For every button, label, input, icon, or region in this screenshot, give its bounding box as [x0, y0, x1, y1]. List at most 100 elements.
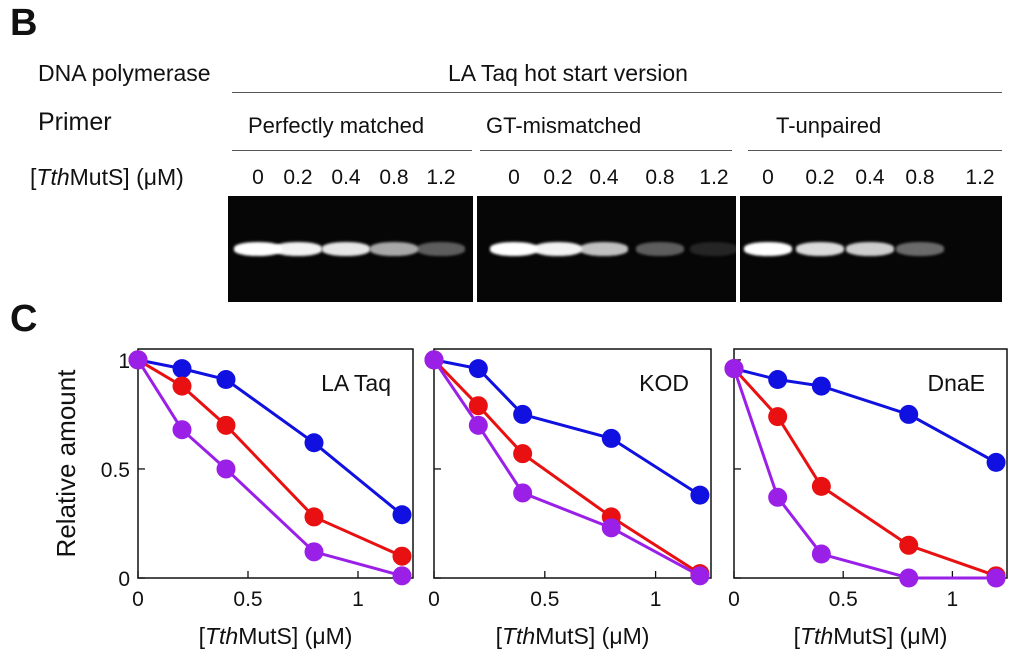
data-point: [392, 546, 412, 566]
polymerase-name: LA Taq hot start version: [448, 60, 688, 86]
data-point: [172, 359, 192, 379]
panel-c-letter: C: [10, 298, 38, 340]
data-point: [424, 350, 444, 370]
data-point: [690, 485, 710, 505]
group-underline-t: [748, 150, 1002, 151]
row-label-primer: Primer: [38, 108, 112, 136]
data-point: [768, 487, 788, 507]
row-label-polymerase: DNA polymerase: [38, 60, 211, 86]
concentration-label: 0.2: [543, 166, 573, 189]
x-tick-label: 1: [650, 588, 662, 611]
concentration-label: 0: [252, 166, 264, 189]
plot-frame: [137, 348, 414, 579]
data-point: [811, 476, 831, 496]
concentration-label: 1.2: [965, 166, 995, 189]
x-tick-label: 0: [728, 588, 740, 611]
data-point: [304, 433, 324, 453]
gel-band: [417, 242, 465, 256]
gel-band: [322, 242, 370, 256]
data-point: [601, 518, 621, 538]
data-point: [216, 415, 236, 435]
concentration-label: 0.4: [331, 166, 361, 189]
gel-band: [636, 242, 684, 256]
data-point: [986, 452, 1006, 472]
concentration-label: 0: [508, 166, 520, 189]
group-underline-perfect: [232, 150, 472, 151]
data-point: [768, 407, 788, 427]
data-point: [304, 507, 324, 527]
y-tick-label: 0.5: [101, 459, 130, 482]
x-tick-label: 0.5: [829, 588, 858, 611]
data-point: [513, 444, 533, 464]
concentration-label: 0.8: [905, 166, 935, 189]
row-label-concentration: [TthMutS] (μM): [30, 164, 184, 190]
gel-band: [580, 242, 628, 256]
plot-frame: [433, 348, 712, 579]
x-tick-label: 0: [428, 588, 440, 611]
x-tick-label: 1: [352, 588, 364, 611]
panel-b-letter: B: [10, 2, 38, 44]
gel-band: [690, 242, 738, 256]
x-tick-label: 1: [947, 588, 959, 611]
data-point: [304, 542, 324, 562]
data-point: [513, 483, 533, 503]
x-axis-label: [TthMutS] (μM): [794, 623, 948, 649]
data-point: [172, 376, 192, 396]
data-point: [601, 428, 621, 448]
group-label-gt-mismatched: GT-mismatched: [486, 113, 642, 138]
data-point: [986, 568, 1006, 588]
concentration-label: 0.4: [589, 166, 619, 189]
gel-band: [896, 242, 944, 256]
gel-band: [534, 242, 582, 256]
data-point: [216, 370, 236, 390]
concentration-label: 0.2: [283, 166, 313, 189]
concentration-label: 0.8: [379, 166, 409, 189]
data-point: [768, 370, 788, 390]
data-point: [468, 415, 488, 435]
group-underline-gt: [480, 150, 732, 151]
gel-band: [796, 242, 844, 256]
data-point: [468, 359, 488, 379]
x-axis-label: [TthMutS] (μM): [199, 623, 353, 649]
concentration-label: 0.2: [805, 166, 835, 189]
gel-band: [846, 242, 894, 256]
plot-frame: [733, 348, 1008, 579]
data-point: [468, 396, 488, 416]
chart-title: KOD: [639, 370, 689, 396]
chart-title: LA Taq: [321, 370, 391, 396]
data-point: [216, 459, 236, 479]
group-label-t-unpaired: T-unpaired: [776, 113, 882, 138]
data-point: [811, 544, 831, 564]
data-point: [172, 420, 192, 440]
chart-1: 0 0.5 1 KOD [TthMutS] (μM): [424, 348, 712, 649]
data-point: [899, 404, 919, 424]
concentration-label: 1.2: [426, 166, 456, 189]
chart-2: 0 0.5 1 DnaE [TthMutS] (μM): [724, 348, 1008, 649]
gel-band: [744, 242, 792, 256]
polymerase-underline: [232, 92, 1002, 93]
concentration-label: 0: [762, 166, 774, 189]
x-axis-label: [TthMutS] (μM): [496, 623, 650, 649]
y-axis-label: Relative amount: [51, 369, 81, 558]
x-tick-label: 0.5: [233, 588, 262, 611]
x-tick-label: 0: [132, 588, 144, 611]
data-point: [392, 505, 412, 525]
data-point: [899, 568, 919, 588]
group-label-perfect: Perfectly matched: [248, 113, 425, 138]
data-point: [811, 376, 831, 396]
data-point: [899, 535, 919, 555]
data-point: [513, 404, 533, 424]
data-point: [392, 566, 412, 586]
gel-band: [274, 242, 322, 256]
x-tick-label: 0.5: [530, 588, 559, 611]
gel-band: [234, 242, 282, 256]
data-point: [724, 359, 744, 379]
gel-band: [490, 242, 538, 256]
chart-title: DnaE: [927, 370, 985, 396]
concentration-label: 0.8: [645, 166, 675, 189]
y-tick-label: 0: [118, 568, 130, 591]
gel-band: [370, 242, 418, 256]
concentration-label: 0.4: [855, 166, 885, 189]
concentration-label: 1.2: [699, 166, 729, 189]
